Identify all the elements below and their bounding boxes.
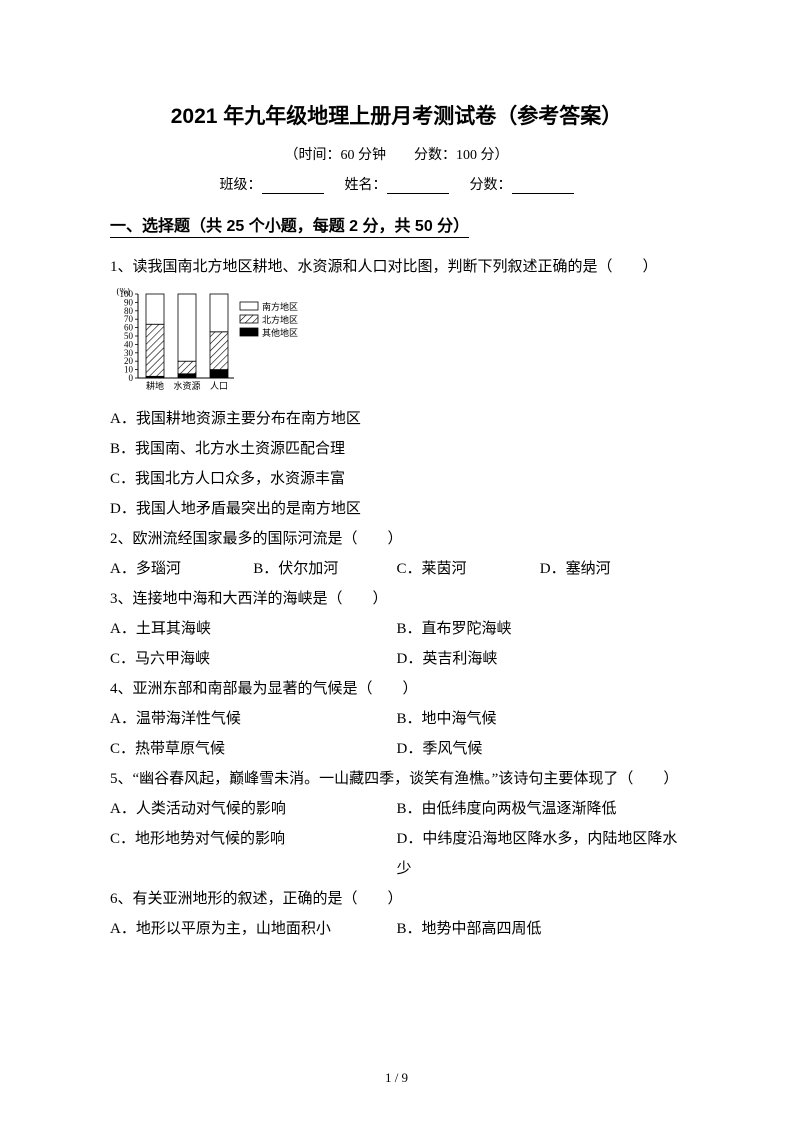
q2-stem: 2、欧洲流经国家最多的国际河流是（ ） bbox=[110, 524, 683, 554]
exam-meta: （时间：60 分钟 分数：100 分） bbox=[110, 144, 683, 164]
student-info-line: 班级： 姓名： 分数： bbox=[110, 174, 683, 194]
svg-text:北方地区: 北方地区 bbox=[262, 314, 298, 325]
svg-text:耕地: 耕地 bbox=[146, 380, 164, 391]
q4-stem: 4、亚洲东部和南部最为显著的气候是（ ） bbox=[110, 674, 683, 704]
q3-optC: C．马六甲海峡 bbox=[110, 644, 397, 674]
q4-optA: A．温带海洋性气候 bbox=[110, 704, 397, 734]
q2-options: A．多瑙河 B．伏尔加河 C．莱茵河 D．塞纳河 bbox=[110, 554, 683, 584]
svg-text:100: 100 bbox=[120, 289, 134, 299]
svg-text:其他地区: 其他地区 bbox=[262, 327, 298, 338]
score-label: 分数： bbox=[470, 178, 512, 193]
q4-optB: B．地中海气候 bbox=[397, 704, 684, 734]
q6-stem: 6、有关亚洲地形的叙述，正确的是（ ） bbox=[110, 884, 683, 914]
q3-options-1: A．土耳其海峡 B．直布罗陀海峡 bbox=[110, 614, 683, 644]
q4-optC: C．热带草原气候 bbox=[110, 734, 397, 764]
name-label: 姓名： bbox=[345, 178, 387, 193]
q1-chart: (%)0102030405060708090100耕地水资源人口南方地区北方地区… bbox=[110, 288, 310, 396]
class-blank[interactable] bbox=[262, 178, 324, 194]
q3-optA: A．土耳其海峡 bbox=[110, 614, 397, 644]
q5-options-2: C．地形地势对气候的影响 D．中纬度沿海地区降水多，内陆地区降水少 bbox=[110, 824, 683, 884]
score-blank[interactable] bbox=[512, 178, 574, 194]
q6-options: A．地形以平原为主，山地面积小 B．地势中部高四周低 bbox=[110, 914, 683, 944]
q3-optD: D．英吉利海峡 bbox=[397, 644, 684, 674]
page-title: 2021 年九年级地理上册月考测试卷（参考答案） bbox=[110, 100, 683, 130]
q4-options-2: C．热带草原气候 D．季风气候 bbox=[110, 734, 683, 764]
svg-text:南方地区: 南方地区 bbox=[262, 301, 298, 312]
q3-stem: 3、连接地中海和大西洋的海峡是（ ） bbox=[110, 584, 683, 614]
svg-text:水资源: 水资源 bbox=[173, 380, 200, 391]
q5-options-1: A．人类活动对气候的影响 B．由低纬度向两极气温逐渐降低 bbox=[110, 794, 683, 824]
section-1-title: 一、选择题（共 25 个小题，每题 2 分，共 50 分） bbox=[110, 212, 469, 238]
q5-optD: D．中纬度沿海地区降水多，内陆地区降水少 bbox=[397, 824, 684, 884]
q4-optD: D．季风气候 bbox=[397, 734, 684, 764]
q2-optD: D．塞纳河 bbox=[540, 554, 683, 584]
name-blank[interactable] bbox=[387, 178, 449, 194]
q1-optA: A．我国耕地资源主要分布在南方地区 bbox=[110, 404, 683, 434]
q5-optC: C．地形地势对气候的影响 bbox=[110, 824, 397, 884]
chart-svg: (%)0102030405060708090100耕地水资源人口南方地区北方地区… bbox=[110, 288, 310, 396]
q4-options-1: A．温带海洋性气候 B．地中海气候 bbox=[110, 704, 683, 734]
q1-optD: D．我国人地矛盾最突出的是南方地区 bbox=[110, 494, 683, 524]
q5-optA: A．人类活动对气候的影响 bbox=[110, 794, 397, 824]
q2-optB: B．伏尔加河 bbox=[253, 554, 396, 584]
q5-stem: 5、“幽谷春风起，巅峰雪未消。一山藏四季，谈笑有渔樵。”该诗句主要体现了（ ） bbox=[110, 764, 683, 794]
q5-optB: B．由低纬度向两极气温逐渐降低 bbox=[397, 794, 684, 824]
q2-optC: C．莱茵河 bbox=[397, 554, 540, 584]
q3-optB: B．直布罗陀海峡 bbox=[397, 614, 684, 644]
class-label: 班级： bbox=[220, 178, 262, 193]
q6-optB: B．地势中部高四周低 bbox=[397, 914, 684, 944]
q1-optB: B．我国南、北方水土资源匹配合理 bbox=[110, 434, 683, 464]
svg-text:人口: 人口 bbox=[210, 381, 228, 391]
q1-stem: 1、读我国南北方地区耕地、水资源和人口对比图，判断下列叙述正确的是（ ） bbox=[110, 252, 683, 282]
q2-optA: A．多瑙河 bbox=[110, 554, 253, 584]
q3-options-2: C．马六甲海峡 D．英吉利海峡 bbox=[110, 644, 683, 674]
page-footer: 1 / 9 bbox=[0, 1070, 793, 1086]
q1-optC: C．我国北方人口众多，水资源丰富 bbox=[110, 464, 683, 494]
q6-optA: A．地形以平原为主，山地面积小 bbox=[110, 914, 397, 944]
